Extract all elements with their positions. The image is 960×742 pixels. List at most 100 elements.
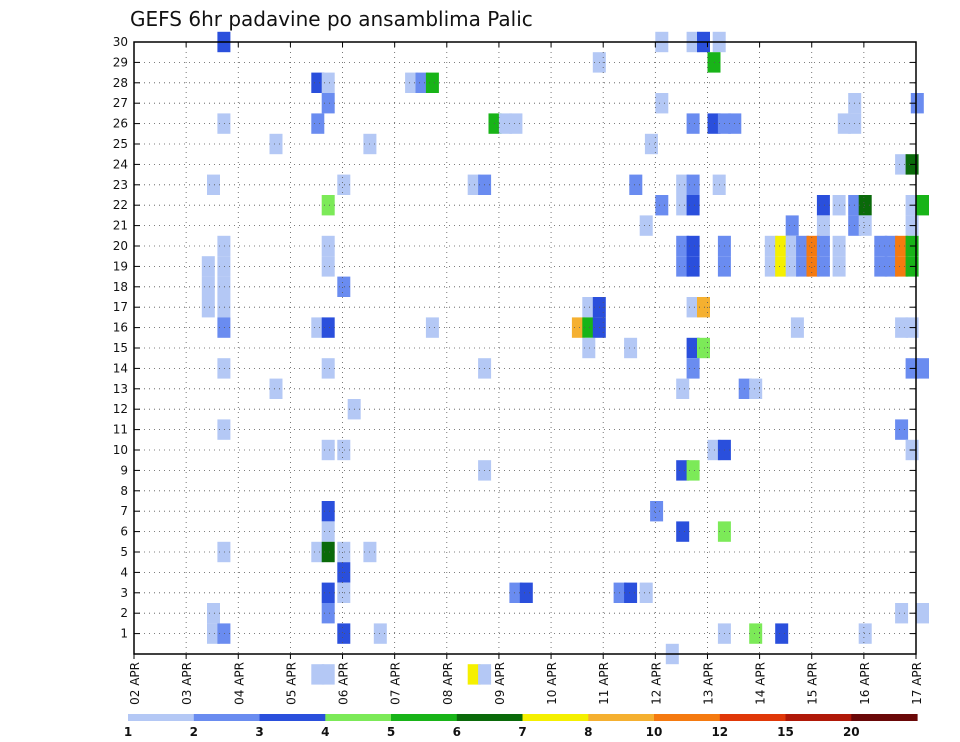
colorbar-label: 3 <box>255 725 263 739</box>
heatmap-cell <box>269 378 283 399</box>
y-tick-label: 29 <box>113 55 128 69</box>
heatmap-cell <box>337 582 351 603</box>
heatmap-cell <box>816 256 830 277</box>
heatmap-cell <box>321 256 335 277</box>
heatmap-cell <box>895 317 909 338</box>
colorbar-segment <box>588 714 655 721</box>
heatmap-cell <box>321 603 335 624</box>
y-tick-label: 1 <box>120 627 128 641</box>
heatmap-cell <box>217 541 231 563</box>
colorbar-label: 6 <box>453 725 461 739</box>
heatmap-cell <box>207 603 220 624</box>
colorbar-label: 15 <box>777 725 794 739</box>
heatmap-cell <box>321 439 335 461</box>
heatmap-cell <box>785 235 799 257</box>
heatmap-cell <box>321 521 335 542</box>
heatmap-cell <box>895 603 909 624</box>
heatmap-cell <box>895 235 909 257</box>
heatmap-cell <box>764 256 778 277</box>
heatmap-cell <box>686 460 700 481</box>
heatmap-cell <box>676 195 690 216</box>
heatmap-cell <box>816 235 830 257</box>
heatmap-cell <box>321 664 335 685</box>
x-tick-label: 04 APR <box>232 662 246 705</box>
heatmap-cell <box>321 93 335 114</box>
heatmap-cell <box>916 358 929 379</box>
y-tick-label: 20 <box>113 239 128 253</box>
y-tick-label: 23 <box>113 178 128 192</box>
heatmap-cell <box>775 256 789 277</box>
heatmap-cell <box>676 521 690 542</box>
chart-title: GEFS 6hr padavine po ansamblima Palic <box>130 7 533 31</box>
y-tick-label: 28 <box>113 76 128 90</box>
heatmap-cell <box>201 297 215 318</box>
heatmap-cell <box>858 623 872 644</box>
heatmap-cell <box>764 235 778 257</box>
heatmap-cell <box>321 501 335 522</box>
x-tick-label: 12 APR <box>649 662 663 705</box>
heatmap-cell <box>201 256 215 277</box>
heatmap-cell <box>201 276 215 297</box>
x-tick-label: 11 APR <box>597 662 611 705</box>
y-tick-label: 4 <box>120 565 128 579</box>
heatmap-cell <box>676 378 690 399</box>
heatmap-cell <box>775 235 789 257</box>
colorbar-label: 8 <box>584 725 592 739</box>
heatmap-cell <box>697 297 710 318</box>
heatmap-cell <box>686 174 700 195</box>
heatmap-cell <box>321 235 335 257</box>
heatmap-cell <box>796 235 810 257</box>
heatmap-cell <box>321 541 335 563</box>
colorbar-label: 2 <box>190 725 198 739</box>
x-tick-label: 06 APR <box>337 662 351 705</box>
heatmap-cell <box>686 256 700 277</box>
colorbar-label: 5 <box>387 725 395 739</box>
y-tick-label: 22 <box>113 198 128 212</box>
heatmap-cell <box>686 337 700 359</box>
heatmap-cell <box>916 195 929 216</box>
heatmap-cell <box>337 541 351 563</box>
y-tick-label: 24 <box>113 157 128 171</box>
heatmap-cell <box>425 72 439 93</box>
heatmap-cell <box>337 562 351 583</box>
heatmap-cell <box>895 154 909 175</box>
heatmap-cell <box>644 133 658 155</box>
y-tick-label: 3 <box>120 586 128 600</box>
colorbar-segment <box>325 714 392 721</box>
heatmap-cell <box>775 623 789 644</box>
heatmap-cell <box>311 72 325 93</box>
heatmap-cell <box>217 113 231 134</box>
colorbar-segment <box>522 714 589 721</box>
x-tick-label: 05 APR <box>284 662 298 705</box>
y-tick-label: 2 <box>120 606 128 620</box>
y-axis: 1234567891011121314151617181920212223242… <box>113 35 916 641</box>
y-tick-label: 6 <box>120 525 128 539</box>
colorbar-label: 10 <box>646 725 663 739</box>
x-axis: 02 APR 03 APR 04 APR 05 APR 06 APR 07 APR 08 A… <box>128 42 924 705</box>
y-tick-label: 25 <box>113 137 128 151</box>
colorbar-label: 20 <box>843 725 860 739</box>
heatmap-cell <box>895 256 909 277</box>
y-tick-label: 8 <box>120 484 128 498</box>
heatmap-cell <box>676 256 690 277</box>
heatmap-cell <box>613 582 627 603</box>
x-tick-label: 08 APR <box>441 662 455 705</box>
heatmap-cell <box>686 195 700 216</box>
heatmap-cell <box>217 256 231 277</box>
heatmap-cell <box>884 235 898 257</box>
heatmap-cell <box>629 174 643 195</box>
heatmap-cell <box>676 174 690 195</box>
heatmap-cell <box>686 113 700 134</box>
heatmap-cell <box>624 337 638 359</box>
colorbar-segment <box>719 714 787 721</box>
heatmap-cell <box>217 235 231 257</box>
heatmap-cell <box>910 93 924 114</box>
heatmap-cell <box>686 358 700 379</box>
heatmap-cell <box>337 439 351 461</box>
heatmap-cell <box>217 358 231 379</box>
heatmap-cell <box>321 582 335 603</box>
colorbar-segment <box>654 714 721 721</box>
heatmap-cell <box>686 235 700 257</box>
heatmap-cell <box>425 317 439 338</box>
